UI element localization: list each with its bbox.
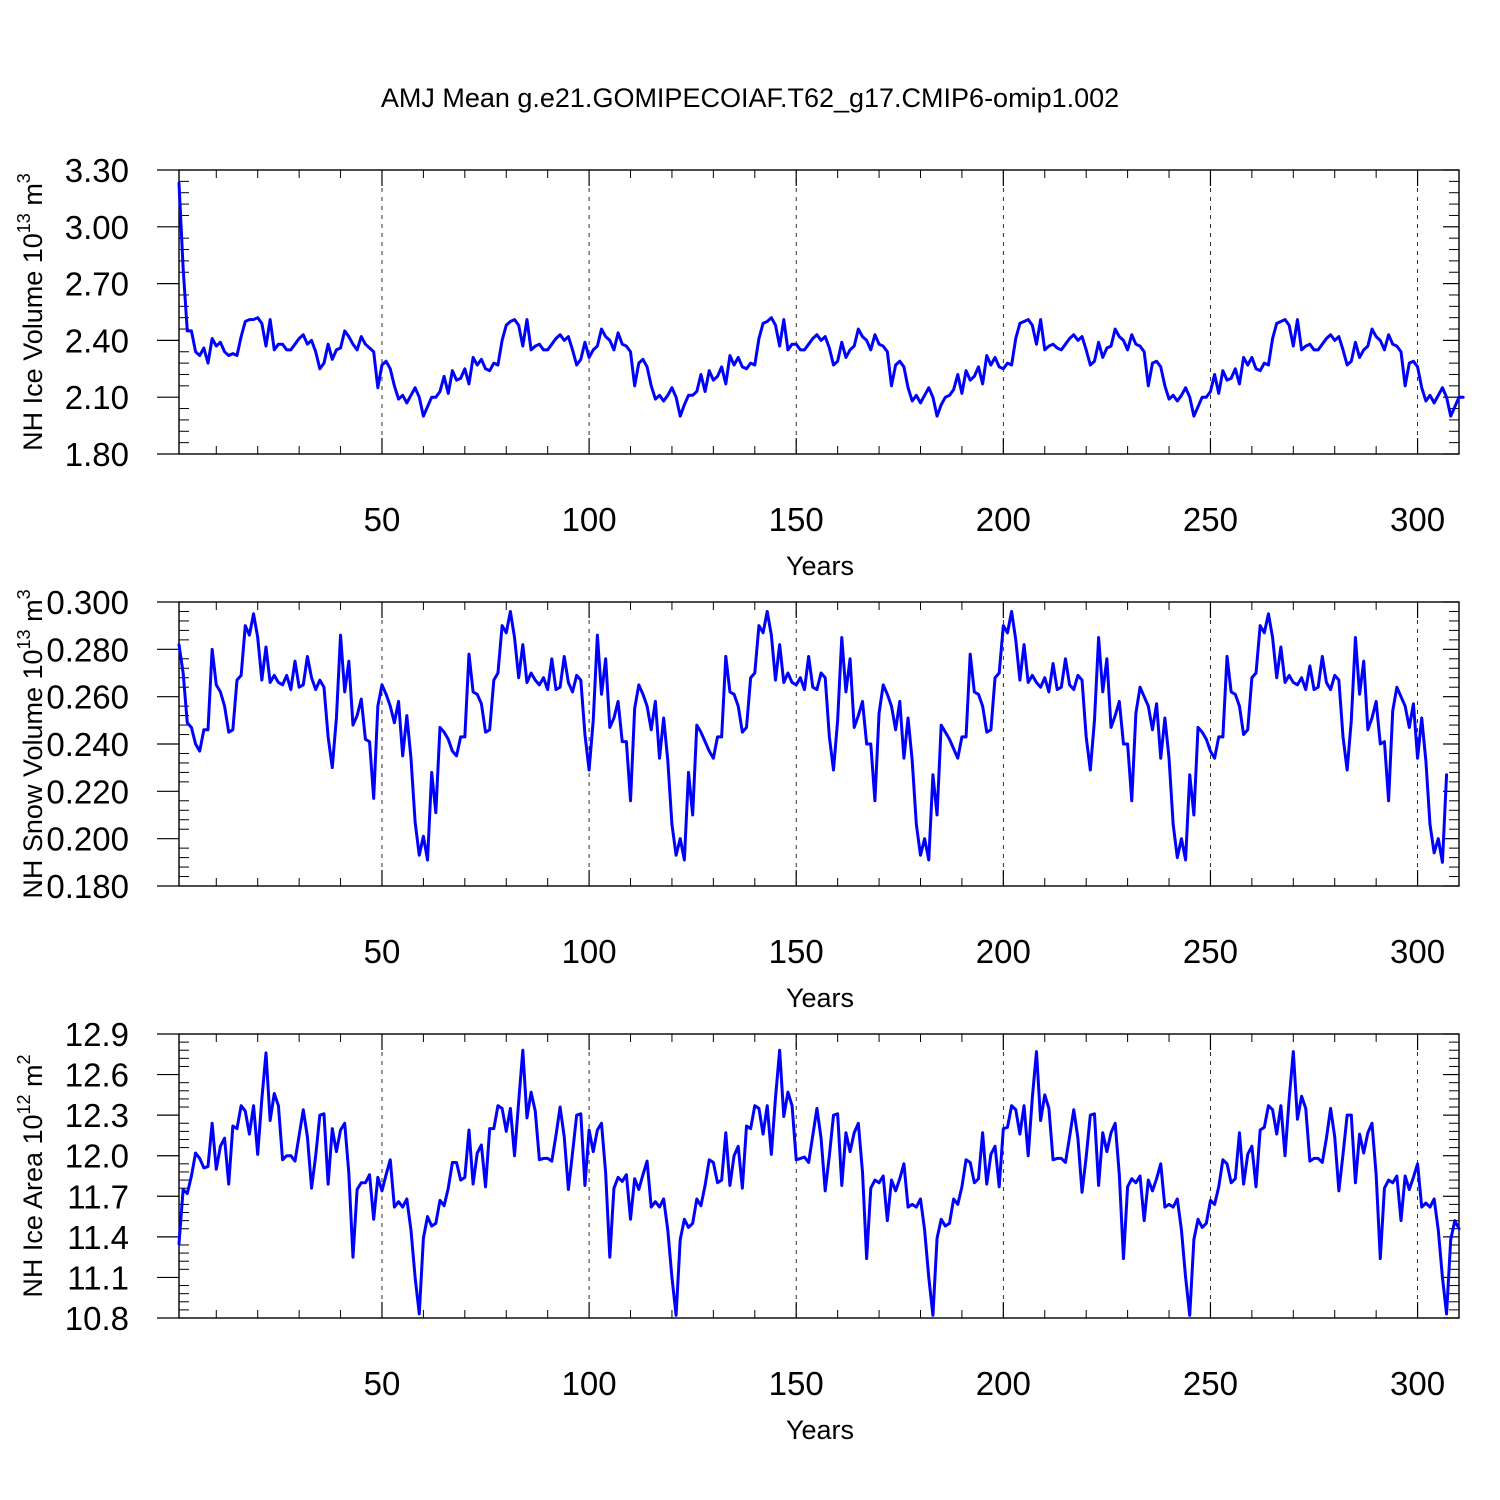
y-tick-label: 12.9 xyxy=(65,1016,129,1053)
y-axis-label-exponent: 12 xyxy=(14,1094,34,1114)
x-tick-label: 150 xyxy=(769,1365,824,1402)
x-tick-label: 100 xyxy=(562,501,617,538)
y-tick-label: 11.1 xyxy=(67,1259,129,1296)
y-tick-label: 1.80 xyxy=(65,436,129,473)
y-tick-label: 0.200 xyxy=(46,821,129,858)
y-tick-label: 2.10 xyxy=(65,379,129,416)
plot-frame xyxy=(178,601,1460,887)
x-tick-label: 100 xyxy=(562,1365,617,1402)
y-tick-label: 2.40 xyxy=(65,322,129,359)
series-line xyxy=(177,1048,1461,1317)
x-tick-label: 300 xyxy=(1390,1365,1445,1402)
y-axis-label-unit: m xyxy=(18,1064,48,1094)
figure-title: AMJ Mean g.e21.GOMIPECOIAF.T62_g17.CMIP6… xyxy=(381,83,1119,113)
x-tick-label: 200 xyxy=(976,933,1031,970)
panel-ice-volume: 50 100 150 200 250 300 1.80 2.10 2.40 2.70 3.00 3.3… xyxy=(14,152,1465,581)
x-tick-label: 100 xyxy=(562,933,617,970)
x-tick-label: 300 xyxy=(1390,501,1445,538)
panel-snow-volume: 50 100 150 200 250 300 0.180 0.200 0.220 0.240 0.2… xyxy=(14,584,1460,1013)
x-tick-label: 250 xyxy=(1183,933,1238,970)
y-axis-label-main: NH Ice Area 10 xyxy=(18,1114,48,1297)
x-axis-label: Years xyxy=(786,1415,854,1445)
y-tick-label: 10.8 xyxy=(65,1300,129,1337)
y-tick-label: 0.180 xyxy=(46,868,129,905)
x-tick-label: 200 xyxy=(976,501,1031,538)
x-tick-label: 200 xyxy=(976,1365,1031,1402)
panel-ice-area: 50 100 150 200 250 300 10.8 11.111.4 11.712.0 12.… xyxy=(14,1016,1461,1445)
x-tick-label: 250 xyxy=(1183,501,1238,538)
y-axis-label-unit-exponent: 2 xyxy=(14,1054,34,1064)
y-axis-label: NH Ice Area 1012 m2 xyxy=(14,1054,48,1297)
y-axis-label: NH Ice Volume 1013 m3 xyxy=(14,173,48,451)
y-tick-label: 0.280 xyxy=(46,631,129,668)
y-tick-label: 0.260 xyxy=(46,679,129,716)
x-tick-label: 150 xyxy=(769,933,824,970)
x-tick-label: 150 xyxy=(769,501,824,538)
y-tick-label: 12.6 xyxy=(65,1057,129,1094)
y-tick-label: 0.300 xyxy=(46,584,129,621)
x-tick-label: 250 xyxy=(1183,1365,1238,1402)
x-axis-label: Years xyxy=(786,551,854,581)
x-tick-label: 50 xyxy=(364,501,401,538)
y-axis-label-unit-exponent: 3 xyxy=(14,173,34,183)
y-tick-label: 3.00 xyxy=(65,209,129,246)
y-axis-label-main: NH Snow Volume 10 xyxy=(18,649,48,898)
y-tick-label: 2.70 xyxy=(65,266,129,303)
series-line xyxy=(177,609,1449,864)
y-axis-label-unit-exponent: 3 xyxy=(14,589,34,599)
x-tick-label: 50 xyxy=(364,933,401,970)
y-tick-label: 11.4 xyxy=(67,1219,129,1256)
y-axis-label-unit: m xyxy=(18,599,48,629)
x-tick-label: 300 xyxy=(1390,933,1445,970)
y-tick-label: 12.3 xyxy=(65,1097,129,1134)
y-axis-label-unit: m xyxy=(18,183,48,213)
y-tick-label: 12.0 xyxy=(65,1138,129,1175)
x-tick-label: 50 xyxy=(364,1365,401,1402)
y-tick-label: 3.30 xyxy=(65,152,129,189)
y-axis-label-exponent: 13 xyxy=(14,629,34,649)
y-tick-label: 11.7 xyxy=(67,1178,129,1215)
x-axis-label: Years xyxy=(786,983,854,1013)
plot-frame xyxy=(178,169,1460,455)
y-axis-label-main: NH Ice Volume 10 xyxy=(18,233,48,451)
y-tick-label: 0.240 xyxy=(46,726,129,763)
y-axis-label-exponent: 13 xyxy=(14,213,34,233)
series-line xyxy=(177,181,1465,418)
y-axis-label: NH Snow Volume 1013 m3 xyxy=(14,589,48,898)
y-tick-label: 0.220 xyxy=(46,773,129,810)
plot-frame xyxy=(178,1033,1460,1319)
